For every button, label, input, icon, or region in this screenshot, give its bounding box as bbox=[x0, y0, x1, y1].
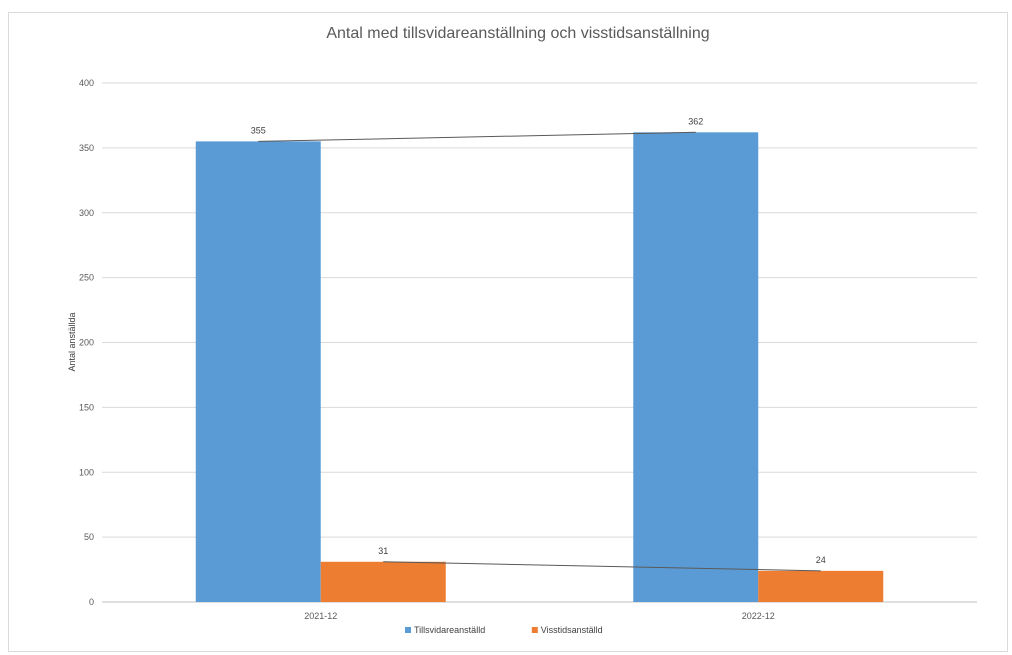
legend-swatch bbox=[531, 627, 538, 633]
series-line bbox=[258, 131, 696, 142]
y-tick-label: 50 bbox=[84, 532, 94, 542]
legend-swatch bbox=[405, 627, 411, 633]
data-labels: 355 362 31 24 bbox=[251, 116, 826, 565]
series-line bbox=[383, 561, 821, 572]
legend-label: Visstidsanställd bbox=[541, 625, 603, 635]
chart-frame bbox=[8, 12, 1008, 652]
data-label: 31 bbox=[378, 546, 388, 556]
y-tick-label: 200 bbox=[79, 338, 94, 348]
y-axis-ticks: 0 50 100 150 200 250 300 350 400 bbox=[79, 78, 94, 607]
bar bbox=[195, 141, 321, 602]
y-tick-label: 250 bbox=[79, 273, 94, 283]
x-tick-label: 2022-12 bbox=[742, 611, 775, 621]
y-tick-label: 100 bbox=[79, 467, 94, 477]
data-label: 24 bbox=[816, 555, 826, 565]
y-tick-label: 400 bbox=[79, 78, 94, 88]
data-label: 355 bbox=[251, 125, 266, 135]
bars bbox=[195, 132, 884, 602]
data-label: 362 bbox=[688, 116, 703, 126]
y-tick-label: 0 bbox=[89, 597, 94, 607]
y-tick-label: 150 bbox=[79, 402, 94, 412]
x-axis-ticks: 2021-12 2022-12 bbox=[304, 611, 775, 621]
bar bbox=[320, 561, 446, 602]
y-tick-label: 300 bbox=[79, 208, 94, 218]
y-tick-label: 350 bbox=[79, 143, 94, 153]
legend: Tillsvidareanställd Visstidsanställd bbox=[405, 625, 603, 635]
y-axis-title: Antal anställda bbox=[67, 312, 77, 371]
bar bbox=[758, 570, 884, 602]
legend-label: Tillsvidareanställd bbox=[414, 625, 485, 635]
x-tick-label: 2021-12 bbox=[304, 611, 337, 621]
bar bbox=[633, 132, 759, 602]
chart-title: Antal med tillsvidareanställning och vis… bbox=[326, 25, 709, 42]
series-lines bbox=[258, 131, 821, 572]
